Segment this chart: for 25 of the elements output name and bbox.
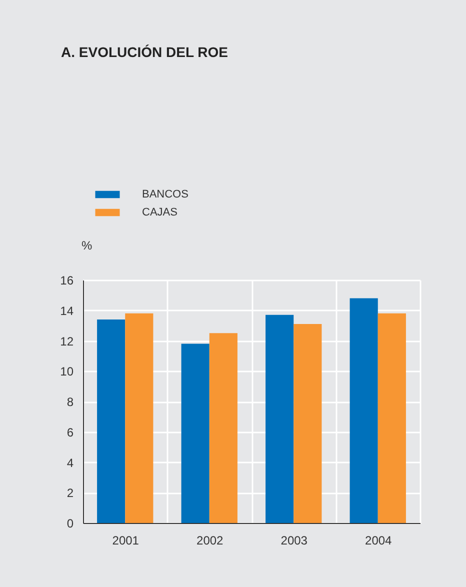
y-tick-label: 6 <box>66 425 74 440</box>
y-tick-label: 14 <box>60 304 74 318</box>
y-axis-title: % <box>82 238 92 252</box>
bar <box>97 319 126 523</box>
bar <box>350 298 378 523</box>
y-tick-label: 16 <box>60 274 74 288</box>
legend-label: BANCOS <box>142 188 188 200</box>
x-tick-label: 2004 <box>365 534 392 548</box>
y-tick-label: 2 <box>66 486 74 500</box>
bar <box>181 344 210 523</box>
bar <box>266 314 294 523</box>
y-tick-label: 0 <box>66 516 74 530</box>
y-tick-label: 10 <box>60 364 74 379</box>
bar <box>125 313 154 523</box>
x-tick-label: 2001 <box>112 534 140 548</box>
y-tick-label: 12 <box>60 334 74 348</box>
y-tick-label: 4 <box>66 456 74 470</box>
y-tick-label: 8 <box>66 395 74 409</box>
bar <box>209 333 238 523</box>
legend-label: CAJAS <box>142 206 178 218</box>
bar <box>294 324 322 523</box>
x-tick-label: 2003 <box>280 534 308 548</box>
bar <box>378 313 406 523</box>
chart-title: A. EVOLUCIÓN DEL ROE <box>61 44 228 60</box>
x-tick-label: 2002 <box>196 534 224 548</box>
